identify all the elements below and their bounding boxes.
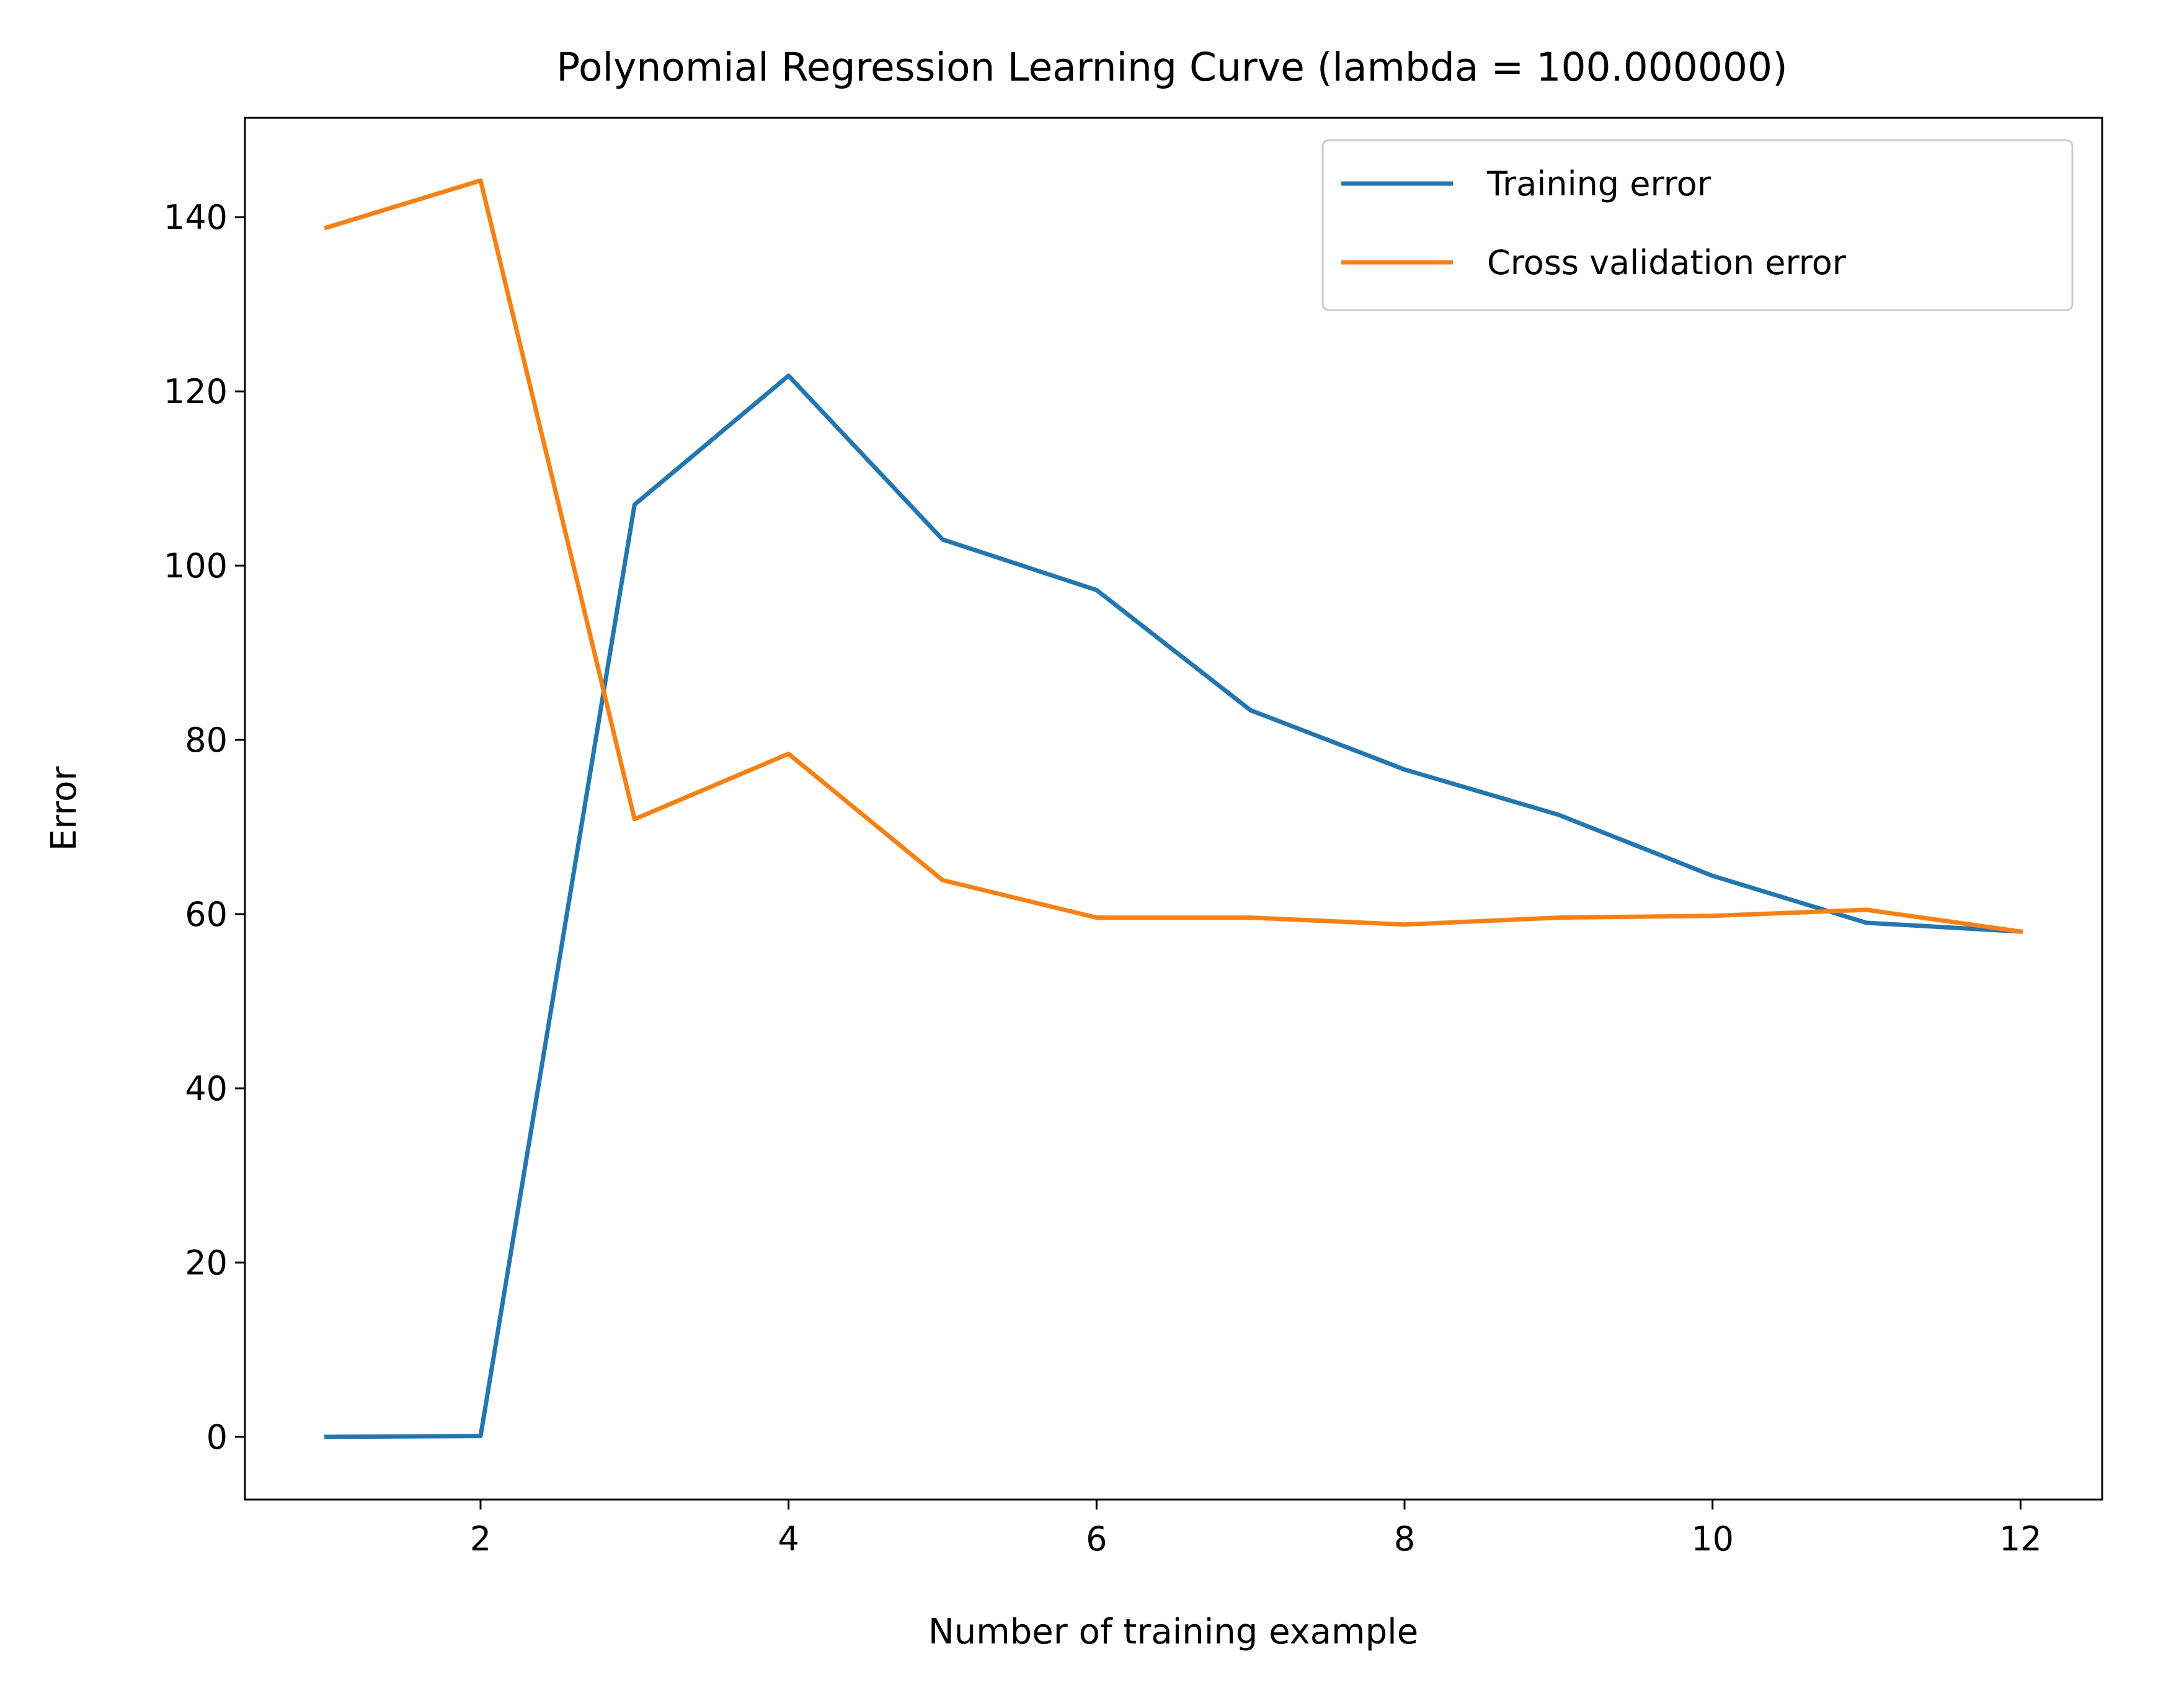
plot-lines bbox=[324, 178, 2023, 1439]
x-tick-label: 4 bbox=[778, 1519, 799, 1558]
chart-title: Polynomial Regression Learning Curve (la… bbox=[556, 45, 1787, 90]
x-axis-label: Number of training example bbox=[928, 1612, 1418, 1652]
legend-label-1: Cross validation error bbox=[1487, 243, 1847, 282]
y-tick-label: 120 bbox=[164, 372, 228, 411]
x-tick-label: 8 bbox=[1394, 1519, 1415, 1558]
y-tick-label: 100 bbox=[164, 546, 228, 585]
x-tick-label: 12 bbox=[1999, 1519, 2042, 1558]
series-line-0 bbox=[324, 373, 2023, 1439]
y-tick-label: 40 bbox=[185, 1069, 228, 1108]
y-tick-label: 0 bbox=[206, 1418, 228, 1457]
plot-frame bbox=[244, 117, 2103, 1501]
y-tick-label: 20 bbox=[185, 1243, 228, 1283]
x-tick-label: 10 bbox=[1691, 1519, 1734, 1558]
x-tick-label: 2 bbox=[470, 1519, 491, 1558]
legend-box bbox=[1321, 139, 2074, 311]
x-tick-label: 6 bbox=[1086, 1519, 1107, 1558]
y-tick-label: 60 bbox=[185, 895, 228, 934]
legend-label-0: Training error bbox=[1486, 164, 1711, 203]
y-axis-label: Error bbox=[44, 766, 84, 851]
y-axis-ticks: 0 20 40 60 80 100 120 140 bbox=[164, 198, 245, 1457]
y-tick-label: 80 bbox=[185, 721, 228, 760]
legend: Training error Cross validation error bbox=[1321, 139, 2074, 311]
series-line-1 bbox=[324, 178, 2023, 935]
y-tick-label: 140 bbox=[164, 198, 228, 237]
x-axis-ticks: 2 4 6 8 10 12 bbox=[470, 1500, 2042, 1558]
